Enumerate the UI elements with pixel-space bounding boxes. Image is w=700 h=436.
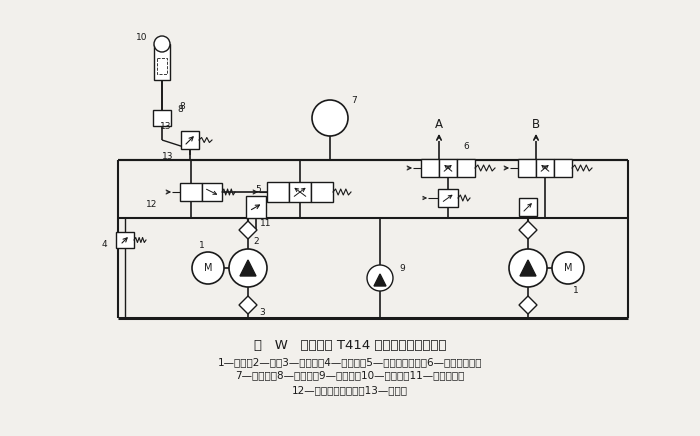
Text: 8: 8 [179, 102, 185, 110]
Bar [518, 159, 536, 177]
Text: 5: 5 [255, 184, 261, 194]
Circle shape [367, 265, 393, 291]
Text: 12—二位二通电磁鄀；13—顺序鄀: 12—二位二通电磁鄀；13—顺序鄀 [292, 385, 408, 395]
Bar [180, 183, 202, 201]
Text: 4: 4 [102, 239, 107, 249]
Circle shape [312, 100, 348, 136]
Polygon shape [239, 296, 257, 314]
Text: 1: 1 [573, 286, 579, 294]
Bar [554, 159, 572, 177]
Circle shape [229, 249, 267, 287]
Text: 8: 8 [177, 105, 183, 113]
Bar [457, 159, 475, 177]
Polygon shape [240, 260, 256, 276]
Circle shape [192, 252, 224, 284]
Bar [154, 44, 170, 80]
Bar [289, 182, 311, 202]
Polygon shape [519, 221, 537, 239]
Text: B: B [532, 117, 540, 130]
Bar [116, 232, 134, 248]
Bar [246, 196, 266, 218]
Bar [153, 110, 171, 126]
Bar [438, 189, 458, 207]
Text: A: A [435, 117, 443, 130]
Text: 图   W   改进后的 T414 型液压站液压系统图: 图 W 改进后的 T414 型液压站液压系统图 [253, 338, 447, 351]
Circle shape [552, 252, 584, 284]
Text: 13: 13 [160, 122, 172, 130]
Bar [267, 182, 289, 202]
Text: 12: 12 [146, 200, 158, 208]
Text: 7—压力表；8—节流鄀；9—温度计；10—蓄能器；11—精过滤器；: 7—压力表；8—节流鄀；9—温度计；10—蓄能器；11—精过滤器； [235, 370, 465, 380]
Text: 7: 7 [351, 95, 357, 105]
Bar [421, 159, 439, 177]
Text: 2: 2 [253, 236, 259, 245]
Text: 13: 13 [162, 151, 174, 160]
Text: 6: 6 [463, 142, 469, 150]
Text: M: M [204, 263, 212, 273]
Bar [519, 198, 537, 216]
Polygon shape [239, 221, 257, 239]
Text: M: M [564, 263, 573, 273]
Text: 1—电机；2—泵；3—滤油器；4—溢流鄀；5—电液调压装置；6—电磁换向鄀；: 1—电机；2—泵；3—滤油器；4—溢流鄀；5—电液调压装置；6—电磁换向鄀； [218, 357, 482, 367]
Circle shape [154, 36, 170, 52]
Text: 9: 9 [399, 263, 405, 272]
Polygon shape [520, 260, 536, 276]
Bar [181, 131, 199, 149]
Text: 11: 11 [260, 218, 272, 228]
Text: 1: 1 [199, 241, 205, 249]
Polygon shape [374, 274, 386, 286]
Bar [202, 183, 222, 201]
Bar [439, 159, 457, 177]
Bar [157, 58, 167, 74]
Text: 3: 3 [259, 307, 265, 317]
Polygon shape [519, 296, 537, 314]
Circle shape [509, 249, 547, 287]
Bar [311, 182, 333, 202]
Bar [536, 159, 554, 177]
Text: 10: 10 [136, 33, 148, 41]
